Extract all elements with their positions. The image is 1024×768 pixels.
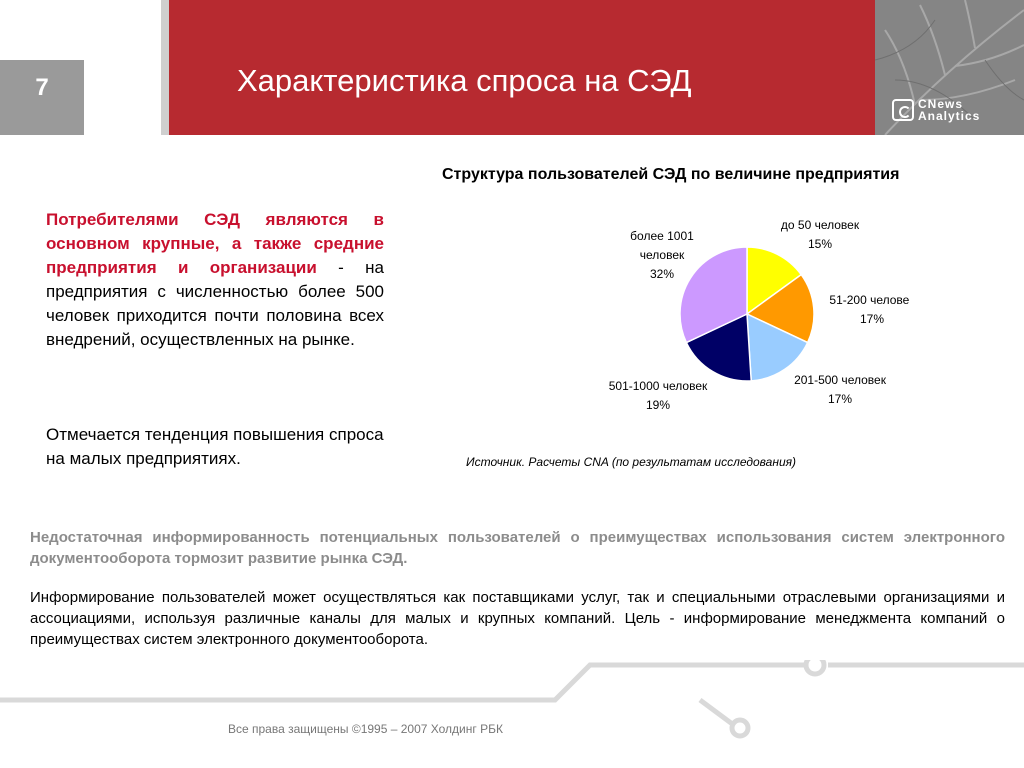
logo-line-2: Analytics: [918, 109, 981, 123]
cnews-logo-icon: [892, 99, 914, 121]
header-divider: [161, 0, 169, 135]
leaf-texture-image: [875, 0, 1024, 135]
copyright-footer: Все права защищены ©1995 – 2007 Холдинг …: [228, 722, 503, 736]
title-bar: [169, 0, 875, 135]
trend-paragraph: Отмечается тенденция повышения спроса на…: [46, 425, 384, 468]
pie-slice-label: более 1001 человек 32%: [630, 229, 694, 281]
pie-slice-label: до 50 человек 15%: [781, 218, 860, 251]
pie-slice: [746, 246, 803, 316]
circuit-decoration: [0, 660, 1024, 739]
pie-labels: до 50 человек 15% 51-200 человек 17% 201-500…: [609, 218, 910, 412]
demand-paragraph: Потребителями СЭД являются в основном кр…: [46, 208, 384, 352]
pie-slice-label: 51-200 человек 17%: [829, 293, 910, 326]
pie-slice: [685, 312, 753, 382]
demand-text: - на предприятия с численностью более 50…: [46, 258, 384, 349]
info-paragraph: Информирование пользователей может осуще…: [30, 589, 1005, 648]
slide-header: 7 Характеристика спроса на СЭД CNews: [0, 0, 1024, 135]
pie-slice: [745, 273, 815, 344]
pie-slice-label: 201-500 человек 17%: [794, 373, 887, 406]
pie-slice: [679, 246, 748, 344]
pie-chart: до 50 человек 15% 51-200 человек 17% 201-500…: [609, 218, 910, 412]
pie-slices: [679, 246, 815, 382]
pie-slice: [746, 312, 809, 382]
chart-title: Структура пользователей СЭД по величине …: [442, 166, 900, 183]
logo-line-1: CNews: [918, 97, 964, 111]
demand-highlight: Потребителями СЭД являются в основном кр…: [46, 210, 384, 277]
market-note: Недостаточная информированность потенциа…: [30, 529, 1005, 567]
chart-source: Источник. Расчеты CNA (по результатам ис…: [466, 455, 797, 469]
pie-slice-label: 501-1000 человек 19%: [609, 379, 708, 412]
slide-number-box: 7: [0, 60, 84, 135]
cnews-analytics-logo: CNews Analytics: [892, 98, 980, 122]
slide-number: 7: [35, 74, 49, 101]
slide-title: Характеристика спроса на СЭД: [237, 63, 692, 98]
